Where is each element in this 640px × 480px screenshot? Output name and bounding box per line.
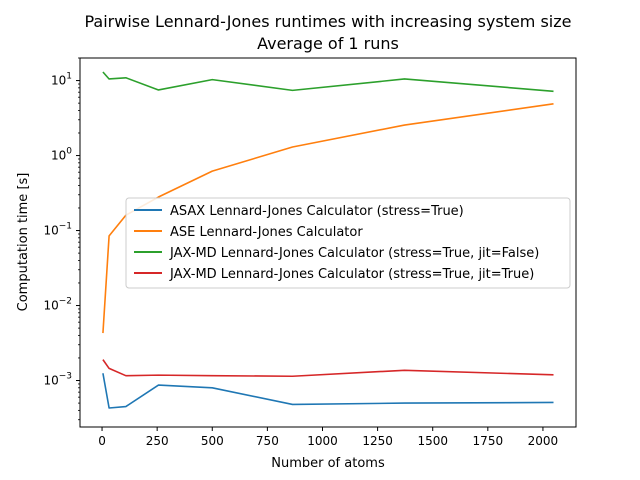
series-line-4	[102, 359, 554, 378]
x-tick-label: 750	[256, 434, 279, 448]
series-line-1	[102, 373, 554, 409]
series-line-2	[102, 103, 554, 334]
y-tick-label: 101	[51, 72, 72, 88]
legend-box	[125, 197, 571, 289]
legend-label: ASE Lennard-Jones Calculator	[170, 225, 363, 240]
y-tick-label: 10−3	[43, 372, 72, 388]
x-tick-label: 1000	[307, 434, 338, 448]
x-tick-label: 250	[146, 434, 169, 448]
y-tick-label: 10−1	[43, 222, 72, 238]
y-axis-label: Computation time [s]	[16, 173, 31, 312]
y-tick-label: 100	[51, 147, 72, 163]
x-tick-label: 1500	[417, 434, 448, 448]
series-layer	[102, 71, 554, 409]
y-tick-label: 10−2	[43, 297, 72, 313]
x-axis: 0 250 500 750 1000 1250 1500 1750 2000	[98, 427, 558, 448]
x-axis-label: Number of atoms	[271, 456, 385, 471]
x-tick-label: 0	[98, 434, 106, 448]
legend-label: JAX-MD Lennard-Jones Calculator (stress=…	[169, 246, 539, 261]
y-axis: 10−3 10−2 10−1 100 101	[43, 57, 80, 421]
x-tick-label: 500	[201, 434, 224, 448]
legend-label: ASAX Lennard-Jones Calculator (stress=Tr…	[170, 204, 464, 219]
x-tick-label: 1750	[473, 434, 504, 448]
x-tick-label: 1250	[362, 434, 393, 448]
x-tick-label: 2000	[528, 434, 559, 448]
chart-subtitle: Average of 1 runs	[257, 34, 399, 53]
series-line-3	[102, 71, 554, 93]
chart-title: Pairwise Lennard-Jones runtimes with inc…	[85, 12, 572, 31]
legend-label: JAX-MD Lennard-Jones Calculator (stress=…	[169, 267, 534, 282]
legend: ASAX Lennard-Jones Calculator (stress=Tr…	[125, 197, 571, 289]
